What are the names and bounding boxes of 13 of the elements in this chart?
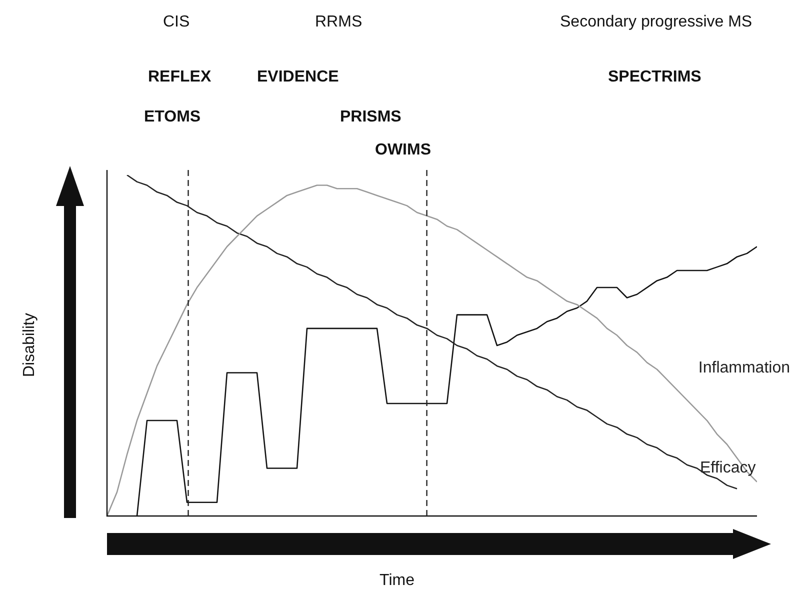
text: RRMS (315, 13, 362, 30)
text: REFLEX (148, 68, 212, 86)
y-axis-title: Disability (21, 312, 39, 380)
series-label: Efficacy (700, 459, 756, 476)
text: PRISMS (340, 108, 402, 126)
x-axis-title: Time (378, 572, 416, 590)
text: EVIDENCE (257, 68, 340, 86)
text: CIS (163, 13, 190, 30)
text: OWIMS (375, 141, 432, 158)
text: SPECTRIMS (608, 68, 702, 86)
text: ETOMS (144, 108, 201, 126)
text: Secondary progressive MS (560, 13, 752, 30)
series-label: Inflammation (698, 359, 790, 376)
